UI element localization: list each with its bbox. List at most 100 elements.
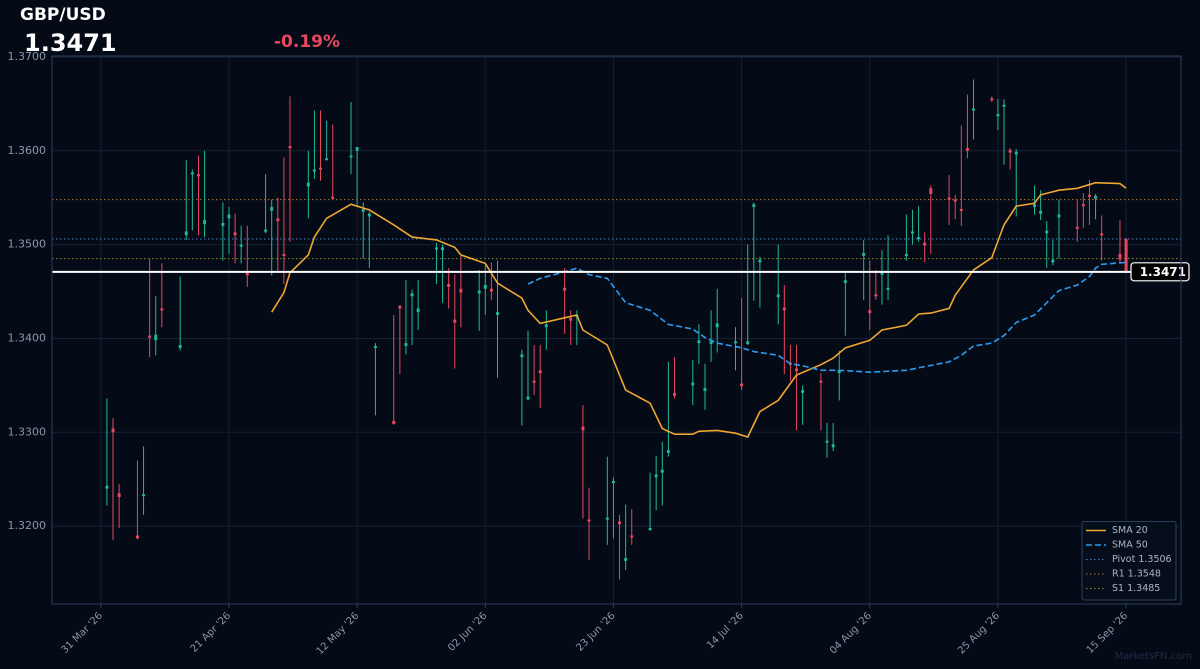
candle-body (923, 242, 927, 246)
candle-body (874, 294, 878, 297)
candle-body (270, 207, 274, 211)
candle-body (672, 392, 676, 396)
candle-body (142, 494, 146, 497)
candle-body (398, 305, 402, 309)
candle-body (880, 272, 884, 275)
candle-body (544, 324, 548, 328)
candle-body (1118, 253, 1122, 260)
candle-body (654, 474, 658, 478)
candle-body (837, 370, 841, 374)
candle-body (624, 558, 628, 561)
candle-body (1057, 214, 1061, 218)
candle-body (709, 341, 713, 345)
candle-body (178, 345, 182, 348)
candle-body (312, 169, 316, 172)
candle-body (404, 343, 408, 346)
candle-body (441, 247, 445, 251)
candle-body (276, 218, 280, 222)
candle-body (581, 426, 585, 431)
candle-body (886, 287, 890, 290)
candle-body (1008, 149, 1012, 153)
candle-body (447, 284, 451, 287)
candle-body (416, 308, 420, 313)
candle-body (972, 108, 976, 111)
candle-body (825, 440, 829, 443)
legend-box (1081, 521, 1177, 601)
candle-body (587, 519, 591, 522)
candle-body (239, 244, 243, 247)
candle-body (611, 481, 615, 484)
candle-body (618, 521, 622, 525)
candle-body (117, 493, 121, 498)
candle-body (233, 232, 237, 236)
candle-body (245, 272, 249, 276)
candle-body (477, 290, 481, 294)
price-tag (1130, 262, 1190, 282)
candle-body (361, 208, 365, 212)
candle-body (929, 188, 933, 194)
candle-body (1014, 151, 1018, 155)
candle-body (819, 380, 823, 383)
last-price: 1.3471 (24, 29, 117, 57)
candle-body (563, 287, 567, 291)
candle-body (135, 535, 139, 539)
candle-body (1033, 204, 1037, 208)
candle-body (1039, 210, 1043, 214)
candle-body (959, 208, 963, 211)
candle-body (630, 535, 634, 538)
candle-body (410, 293, 414, 297)
candle-body (355, 147, 359, 151)
candle-body (801, 390, 805, 393)
candle-body (910, 231, 914, 234)
candle-body (331, 196, 335, 199)
y-tick-label: 1.3400 (8, 331, 47, 344)
plot-frame (51, 55, 1182, 605)
candle-body (965, 147, 969, 151)
candle-body (1100, 233, 1104, 236)
candle-body (569, 317, 573, 321)
candle-body (459, 288, 463, 293)
candle-body (495, 312, 499, 315)
candle-body (105, 485, 109, 489)
price-tag-label: 1.3471 (1140, 265, 1186, 279)
candle-body (782, 307, 786, 311)
candle-body (917, 237, 921, 240)
candle-body (373, 345, 377, 348)
candle-body (483, 284, 487, 289)
watermark: MarketsFN.com (1115, 651, 1192, 662)
legend-label: SMA 20 (1112, 525, 1148, 536)
candle-body (264, 229, 268, 232)
y-tick-label: 1.3200 (8, 519, 47, 532)
candle-body (196, 174, 200, 177)
candle-body (434, 247, 438, 250)
candle-body (349, 155, 353, 158)
candle-body (282, 253, 286, 256)
plot-layer (52, 56, 1181, 604)
candle-body (660, 469, 664, 473)
candle-body (697, 340, 701, 344)
candle-body (1087, 194, 1091, 197)
candle-body (990, 98, 994, 101)
candle-body (868, 310, 872, 314)
candle-body (532, 380, 536, 383)
candle-body (1002, 104, 1006, 107)
candle-body (111, 428, 115, 433)
candle-body (526, 396, 530, 400)
candle-body (703, 388, 707, 391)
candle-body (691, 382, 695, 386)
candle-body (288, 146, 292, 149)
candle-body (221, 223, 225, 226)
candle-body (740, 383, 744, 387)
candle-body (306, 182, 310, 187)
candle-body (831, 444, 835, 448)
candle-body (843, 280, 847, 284)
y-tick-label: 1.3700 (8, 50, 47, 63)
candle-body (160, 308, 164, 311)
legend-label: SMA 50 (1112, 540, 1148, 551)
price-change: -0.19% (274, 32, 340, 52)
candle-body (1045, 230, 1049, 234)
legend-label: Pivot 1.3506 (1112, 554, 1172, 565)
candle-body (734, 341, 738, 344)
